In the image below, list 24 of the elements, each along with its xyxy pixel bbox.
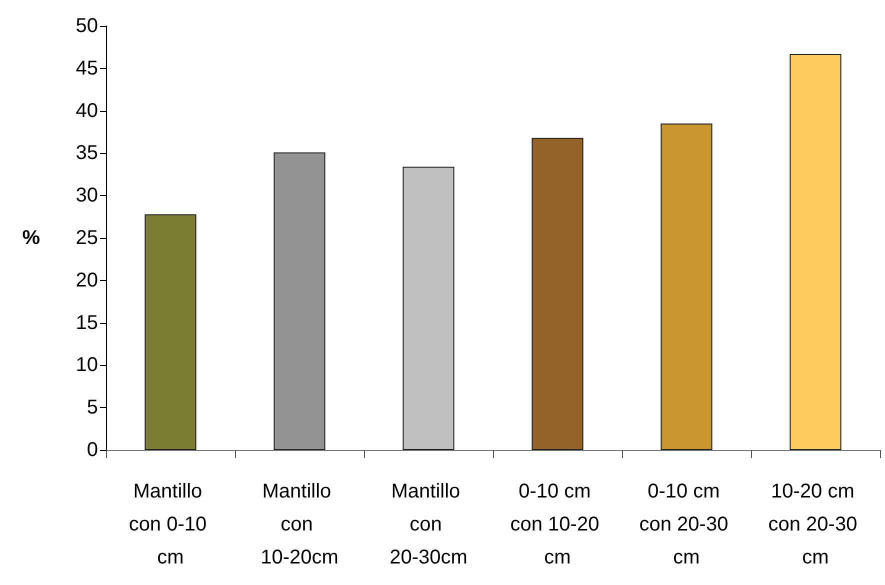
- bar: [144, 214, 196, 450]
- y-axis-title: %: [22, 227, 40, 249]
- bar: [274, 152, 326, 450]
- bar: [660, 124, 712, 450]
- y-tick-label: 20: [76, 269, 98, 292]
- x-tick-label: 10-20 cm con 20-30 cm: [768, 480, 863, 568]
- bar: [532, 138, 584, 450]
- x-tick-label: 0-10 cm con 20-30 cm: [639, 480, 734, 568]
- y-tick-label: 40: [76, 100, 98, 122]
- x-tick-label: 0-10 cm con 10-20 cm: [510, 480, 605, 568]
- y-tick-label: 15: [76, 312, 98, 334]
- y-tick-label: 50: [76, 15, 98, 37]
- y-tick-label: 30: [76, 184, 98, 207]
- bar: [790, 54, 842, 450]
- x-tick-label: Mantillo con 0-10 cm: [128, 480, 212, 568]
- x-tick-label: Mantillo con 20-30cm: [390, 480, 468, 568]
- x-tick-label: Mantillo con 10-20cm: [260, 480, 338, 568]
- y-tick-label: 25: [76, 227, 98, 249]
- y-tick-label: 45: [76, 57, 98, 80]
- y-tick-label: 0: [86, 439, 98, 461]
- y-tick-label: 5: [86, 396, 98, 419]
- y-tick-label: 35: [76, 142, 98, 164]
- bar: [402, 166, 454, 450]
- y-tick-label: 10: [76, 354, 98, 376]
